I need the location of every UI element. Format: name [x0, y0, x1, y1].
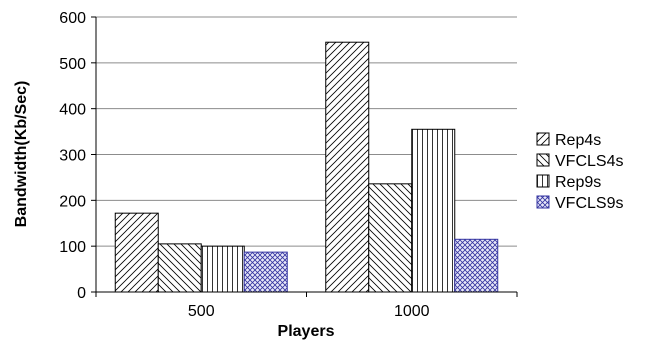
bar-rep4s-1000 [325, 41, 370, 293]
x-tick-label: 500 [188, 303, 215, 320]
bars [114, 41, 499, 293]
legend-label-vfcls9s: VFCLS9s [555, 195, 623, 212]
bar-rep9s-500 [200, 245, 245, 293]
y-tick-label: 500 [59, 56, 86, 73]
legend-label-vfcls4s: VFCLS4s [555, 153, 623, 170]
bar-vfcls4s-500 [157, 243, 202, 293]
bar-vfcls9s-500 [243, 251, 288, 293]
x-tick-label: 1000 [394, 303, 430, 320]
y-tick-label: 300 [59, 148, 86, 165]
legend: Rep4s VFCLS4s Rep9s VFCLS9s [536, 132, 623, 212]
legend-swatch-vfcls4s [536, 153, 550, 167]
y-tick-label: 200 [59, 193, 86, 210]
legend-label-rep9s: Rep9s [555, 174, 601, 191]
bar-rep4s-500 [114, 212, 159, 293]
bar-vfcls4s-1000 [368, 183, 413, 293]
y-tick-label: 600 [59, 10, 86, 27]
legend-label-rep4s: Rep4s [555, 132, 601, 149]
y-tick-label: 0 [77, 285, 86, 302]
legend-swatch-rep4s [536, 132, 550, 146]
tick-labels: 0 100 200 300 400 500 600 500 1000 [59, 10, 429, 320]
legend-swatch-rep9s [536, 174, 550, 188]
y-axis-title: Bandwidth(Kb/Sec) [13, 81, 30, 228]
bar-vfcls9s-1000 [454, 238, 499, 293]
bar-rep9s-1000 [411, 128, 456, 293]
x-axis-title: Players [278, 323, 335, 340]
legend-swatch-vfcls9s [536, 195, 550, 209]
y-tick-label: 100 [59, 239, 86, 256]
y-tick-label: 400 [59, 102, 86, 119]
axes [91, 16, 518, 297]
